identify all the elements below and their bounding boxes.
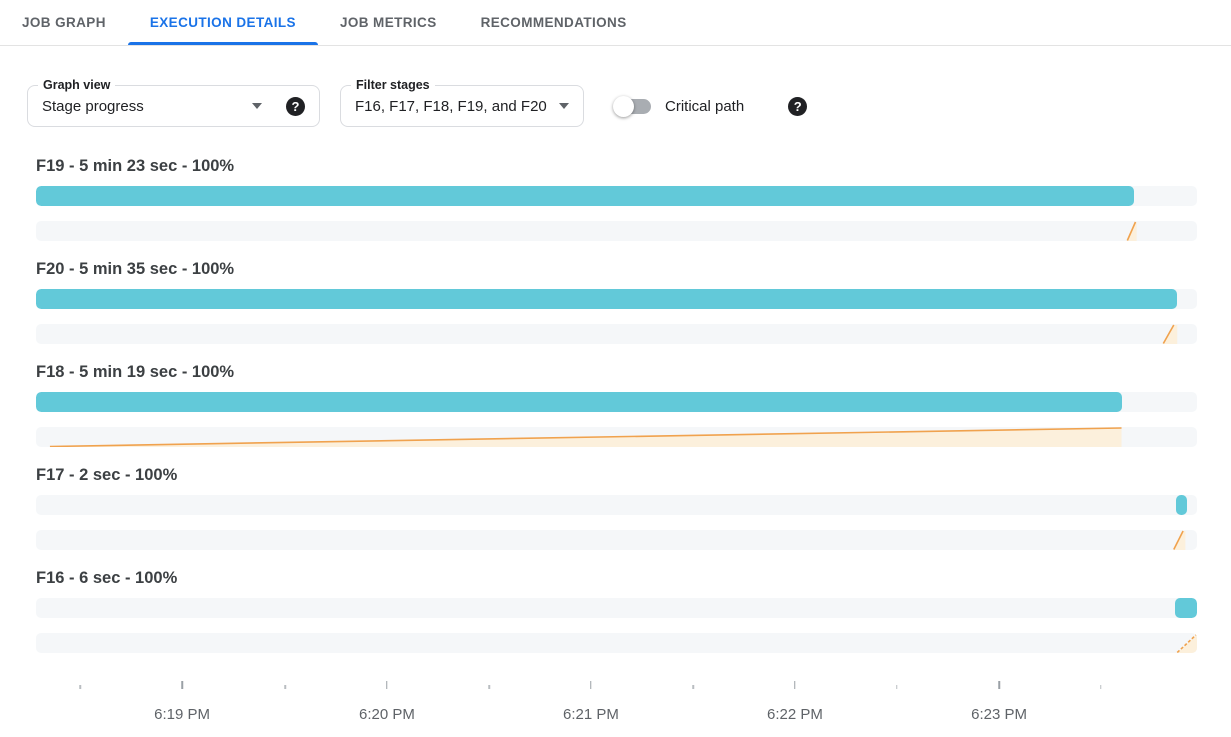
stage-watermark-track [36, 633, 1197, 653]
stage-label: F16 - 6 sec - 100% [36, 569, 178, 587]
stage-progress-bar [36, 186, 1135, 206]
controls-row: Graph view Stage progress ? Filter stage… [27, 78, 1231, 127]
stage-label: F19 - 5 min 23 sec - 100% [36, 157, 235, 175]
stage-progress-track [36, 392, 1197, 412]
axis-tick [590, 681, 592, 689]
stage-row: F20 - 5 min 35 sec - 100% [36, 260, 1197, 344]
axis-tick-label: 6:23 PM [971, 706, 1027, 723]
critical-path-label: Critical path [665, 97, 745, 115]
axis-tick [284, 685, 286, 689]
axis-tick-label: 6:22 PM [767, 706, 823, 723]
time-axis: 6:19 PM 6:20 PM 6:21 PM 6:22 PM 6:23 PM [36, 681, 1197, 733]
tab[interactable]: JOB METRICS [318, 0, 459, 45]
stage-label: F17 - 2 sec - 100% [36, 466, 178, 484]
stage-progress-track [36, 186, 1197, 206]
chevron-down-icon[interactable] [559, 103, 569, 109]
tab-label: JOB METRICS [339, 15, 437, 30]
filter-stages-select[interactable]: Filter stages F16, F17, F18, F19, and F2… [340, 78, 584, 127]
axis-tick [488, 685, 490, 689]
tab[interactable]: RECOMMENDATIONS [459, 0, 649, 45]
stage-watermark-track [36, 530, 1197, 550]
tab[interactable]: JOB GRAPH [0, 0, 128, 45]
stage-progress-chart: F19 - 5 min 23 sec - 100% F20 - 5 min 35… [36, 157, 1197, 653]
axis-tick [1100, 685, 1102, 689]
stage-watermark-track [36, 427, 1197, 447]
stage-row: F19 - 5 min 23 sec - 100% [36, 157, 1197, 241]
stage-row: F17 - 2 sec - 100% [36, 466, 1197, 550]
axis-tick [79, 685, 81, 689]
stage-watermark-track [36, 324, 1197, 344]
toggle-knob [613, 95, 634, 117]
graph-view-select[interactable]: Graph view Stage progress ? [27, 78, 320, 127]
graph-view-label: Graph view [38, 78, 116, 93]
help-icon[interactable]: ? [286, 96, 305, 116]
stage-label: F20 - 5 min 35 sec - 100% [36, 260, 235, 278]
axis-tick-label: 6:21 PM [563, 706, 619, 723]
stage-progress-track [36, 495, 1197, 515]
axis-tick [386, 681, 388, 689]
stage-label: F18 - 5 min 19 sec - 100% [36, 363, 235, 381]
axis-tick-label: 6:20 PM [359, 706, 415, 723]
axis-tick [998, 681, 1000, 689]
stage-progress-bar [36, 392, 1122, 412]
help-icon[interactable]: ? [788, 96, 808, 116]
tab-label: EXECUTION DETAILS [149, 15, 296, 30]
critical-path-toggle[interactable] [613, 95, 651, 117]
chevron-down-icon[interactable] [252, 103, 262, 109]
stage-row: F18 - 5 min 19 sec - 100% [36, 363, 1197, 447]
tab-label: JOB GRAPH [22, 15, 106, 30]
stage-progress-bar [1174, 598, 1197, 618]
critical-path-control: Critical path ? [613, 95, 808, 117]
axis-tick-label: 6:19 PM [154, 706, 210, 723]
tab-label: RECOMMENDATIONS [480, 15, 627, 30]
stage-progress-bar [1176, 495, 1187, 515]
axis-tick [896, 685, 898, 689]
tab[interactable]: EXECUTION DETAILS [127, 0, 318, 45]
tab-bar: JOB GRAPH EXECUTION DETAILS JOB METRICS … [0, 0, 1231, 46]
graph-view-value: Stage progress [42, 97, 144, 115]
axis-tick [181, 681, 183, 689]
stage-progress-track [36, 598, 1197, 618]
stage-progress-track [36, 289, 1197, 309]
axis-tick [794, 681, 796, 689]
stage-progress-bar [36, 289, 1178, 309]
filter-stages-value: F16, F17, F18, F19, and F20 [355, 97, 547, 115]
stage-row: F16 - 6 sec - 100% [36, 569, 1197, 653]
stage-watermark-track [36, 221, 1197, 241]
axis-tick [692, 685, 694, 689]
filter-stages-label: Filter stages [351, 78, 435, 93]
